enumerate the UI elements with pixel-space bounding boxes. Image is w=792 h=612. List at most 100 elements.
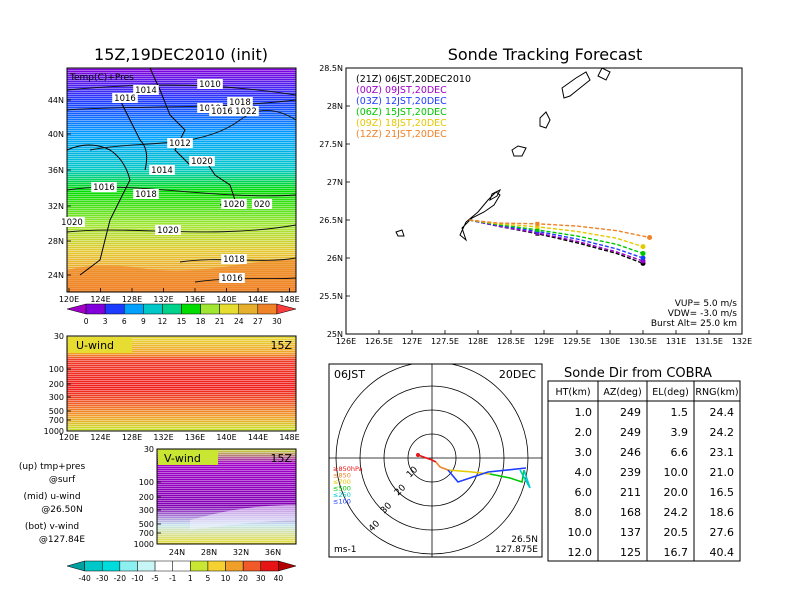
sonde-table-cell: 3.0 <box>575 446 593 459</box>
polar-level-labels: ≥850hPa≤850≤700≤500≤250≤100 <box>333 465 363 506</box>
map-lat-tick-label: 44N <box>48 96 64 105</box>
panel-legend-subline: @26.50N <box>41 505 83 515</box>
u-wind-x-ticks: 120E 124E 128E 132E 136E 140E 144E 148E <box>59 433 300 442</box>
isobar-label-bg <box>133 85 159 95</box>
tracking-title: Sonde Tracking Forecast <box>448 45 643 64</box>
sonde-table-cell: 24.4 <box>710 406 735 419</box>
tracking-lon-tick-label: 130E <box>600 337 620 346</box>
sonde-table-cell: 1.0 <box>575 406 593 419</box>
wind-colorbar-swatch <box>225 560 244 572</box>
u-wind-x-tick-label: 132E <box>153 433 173 442</box>
track-burst-marker-series-3 <box>535 227 540 232</box>
map-frame <box>66 67 297 293</box>
isobar-label-bg <box>221 199 247 209</box>
okinawa-north-coastline <box>489 188 502 202</box>
u-wind-x-tick-label: 140E <box>216 433 236 442</box>
sonde-table-cell: 20.5 <box>664 526 689 539</box>
v-wind-y-tick-label: 200 <box>139 493 154 502</box>
wind-colorbar-label: 40 <box>274 574 284 583</box>
tracking-lat-tick-label: 27N <box>327 178 343 187</box>
polar-level-label: ≤700 <box>333 478 351 486</box>
track-end-point-series-4 <box>640 244 646 250</box>
u-wind-x-tick-label: 120E <box>59 433 79 442</box>
isobar-label-bg <box>91 182 117 192</box>
sonde-table-cell: 6.0 <box>575 486 593 499</box>
sonde-table-header-cell: AZ(deg) <box>603 387 641 398</box>
u-wind-title-box <box>68 337 132 353</box>
map-lat-tick-label: 32N <box>48 202 64 211</box>
wind-colorbar-swatch <box>242 560 262 572</box>
v-wind-x-ticks: 24N 28N 32N 36N <box>169 548 281 557</box>
panel-legend: (up) tmp+pres @surf (mid) u-wind @26.50N (bo… <box>19 462 86 545</box>
v-wind-frame <box>156 448 297 545</box>
temp-colorbar-swatch <box>200 303 220 315</box>
v-wind-y-tick-label: 700 <box>139 529 154 538</box>
polar-level-label: ≤100 <box>333 498 351 506</box>
map-lon-tick-label: 148E <box>279 295 299 304</box>
wind-colorbar: -40 -30 -20 -10 -5 -1 1 5 10 20 30 40 <box>66 560 297 583</box>
track-end-point-series-2 <box>640 255 646 261</box>
isobar-label: 1020 <box>61 218 83 228</box>
wind-colorbar-label: -10 <box>131 574 143 583</box>
u-wind-x-tick-label: 128E <box>122 433 142 442</box>
tracking-param: VDW= -3.0 m/s <box>668 309 738 319</box>
wind-colorbar-swatch <box>101 560 121 572</box>
hodograph-start-dot <box>416 453 420 457</box>
v-wind-x-tick-label: 28N <box>201 548 217 557</box>
polar-level-label: ≤850 <box>333 472 351 480</box>
isobar-label: 1016 <box>211 107 233 117</box>
v-wind-y-tick-label: 30 <box>144 445 154 454</box>
isobar-label-bg <box>155 225 181 235</box>
track-burst-marker-series-5 <box>535 221 540 226</box>
isobar-label-bg <box>227 97 253 107</box>
map-lon-tick-label: 124E <box>90 295 110 304</box>
temp-colorbar-label: 0 <box>84 317 89 326</box>
tracking-lat-ticks: 28.5N 28N 27.5N 27N 26.5N 26N 25.5N 25N <box>319 64 350 339</box>
isobar-label-bg <box>59 217 85 227</box>
sonde-table-cell: 10.0 <box>664 466 689 479</box>
u-wind-y-tick-label: 1000 <box>44 427 64 436</box>
wind-colorbar-label: -1 <box>169 574 177 583</box>
map-lat-ticks: 44N 40N 36N 32N 28N 24N <box>48 96 71 280</box>
temp-colorbar-swatch <box>219 303 239 315</box>
wind-colorbar-label: -20 <box>114 574 126 583</box>
sonde-table-cell: 21.0 <box>710 466 735 479</box>
u-wind-time: 15Z <box>270 339 292 352</box>
map-lon-ticks: 120E 124E 128E 132E 136E 140E 144E 148E <box>59 288 300 304</box>
tracking-legend: (21Z) 06JST,20DEC2010(00Z) 09JST,20DEC(0… <box>356 74 471 140</box>
track-burst-marker-series-4 <box>535 224 540 229</box>
isobar-label-bg <box>209 106 235 116</box>
v-wind-title-box <box>158 450 218 465</box>
wind-colorbar-swatch <box>190 560 209 572</box>
isobar-1 <box>67 84 296 96</box>
polar-level-label: ≤500 <box>333 485 351 493</box>
sonde-table-cell: 239 <box>620 466 641 479</box>
temp-colorbar-swatch <box>66 303 87 315</box>
isobar-label: 1010 <box>199 80 221 90</box>
isobar-label: 1020 <box>157 226 179 236</box>
wind-colorbar-swatch <box>137 560 156 572</box>
sonde-table-cell: 16.5 <box>710 486 735 499</box>
map-lon-tick-label: 132E <box>153 295 173 304</box>
isobar-label: 1014 <box>151 166 173 176</box>
temperature-map: Temp(C)+Pres 101010141016101010181016102… <box>48 67 300 304</box>
map-lon-tick-label: 120E <box>59 295 79 304</box>
tracking-legend-entry: (09Z) 18JST,20DEC <box>356 118 447 129</box>
v-wind-x-tick-label: 32N <box>233 548 249 557</box>
panel-legend-subline: @surf <box>49 475 76 485</box>
isobar-label: 020 <box>254 200 270 210</box>
polar-pos-lat: 26.5N <box>511 535 538 545</box>
map-lat-tick-label: 24N <box>48 271 64 280</box>
isobar-label-bg <box>112 93 138 103</box>
isobar-label: 1016 <box>93 183 115 193</box>
isobar-label: 1016 <box>221 274 243 284</box>
tokunoshima-island <box>511 145 527 157</box>
wind-colorbar-swatch <box>207 560 226 572</box>
tracking-lat-tick-label: 25.5N <box>319 292 343 301</box>
sonde-table-cell: 137 <box>620 526 641 539</box>
panel-legend-line: (mid) u-wind <box>23 492 80 502</box>
panel-legend-line: (bot) v-wind <box>25 522 79 532</box>
